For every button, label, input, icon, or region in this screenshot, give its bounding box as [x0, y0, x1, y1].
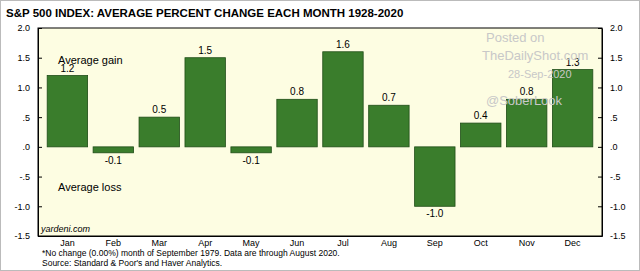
outer-border: [1, 1, 640, 271]
bar: [369, 105, 409, 147]
tick: .5: [598, 113, 618, 123]
tick: Aug: [381, 236, 397, 248]
tick-label: Sep: [427, 238, 443, 248]
tick-label: May: [243, 238, 261, 248]
tick: Jul: [337, 236, 349, 248]
tick: Oct: [474, 236, 489, 248]
annotation: yardeni.com: [40, 224, 91, 234]
bar: [323, 52, 363, 147]
tick-mark: [598, 206, 602, 207]
tick-mark: [598, 177, 602, 178]
tick-mark: [598, 87, 602, 88]
tick-label: Aug: [381, 238, 397, 248]
tick: Dec: [565, 236, 582, 248]
title: S&P 500 INDEX: AVERAGE PERCENT CHANGE EA…: [6, 7, 403, 19]
plot-frame: [38, 28, 602, 236]
tick-mark: [598, 147, 602, 148]
data-label: 0.7: [382, 92, 396, 103]
annotation: @SoberLook: [486, 93, 563, 108]
plot-background: [38, 28, 602, 236]
tick-label: 2.0: [17, 23, 30, 33]
tick-label: .5: [22, 113, 30, 123]
tick: May: [243, 236, 261, 248]
tick-label: 1.5: [17, 53, 30, 63]
bars: [47, 52, 593, 207]
chart: -1.5 -1.0 -.5 .0 .5 1.0 1.5 2.0 -1.5 -1.0 -.5 .0 .5 1…: [0, 0, 640, 271]
tick-mark: [38, 58, 42, 59]
bar: [231, 147, 271, 153]
tick: Mar: [152, 236, 168, 248]
tick-label: 2.0: [610, 23, 623, 33]
tick-label: .0: [22, 142, 30, 152]
tick-mark: [38, 87, 42, 88]
bar: [93, 147, 133, 153]
tick-label: 1.5: [610, 53, 623, 63]
footnote: *No change (0.00%) month of September 19…: [42, 248, 340, 258]
tick-mark: [598, 58, 602, 59]
x-axis: Jan Feb Mar Apr May Jun Jul Aug Sep Oct Nov Dec: [39, 236, 603, 248]
bar: [552, 70, 592, 147]
data-label: 0.8: [290, 86, 304, 97]
tick-mark: [38, 177, 42, 178]
tick-mark: [38, 147, 42, 148]
tick-label: Apr: [198, 238, 212, 248]
annotation: Average loss: [58, 181, 122, 193]
tick: Jun: [290, 236, 305, 248]
data-label: 0.5: [152, 104, 166, 115]
bar: [47, 76, 87, 147]
annotation: 28-Sep-2020: [508, 68, 572, 80]
bar: [185, 58, 225, 147]
tick: Jan: [60, 236, 75, 248]
tick: .0: [22, 142, 42, 152]
bar: [277, 99, 317, 147]
tick-label: 1.0: [610, 83, 623, 93]
tick: .0: [598, 142, 618, 152]
footnote: Source: Standard & Poor's and Haver Anal…: [42, 258, 222, 268]
tick-mark: [38, 206, 42, 207]
tick-label: -1.0: [610, 202, 626, 212]
tick-mark: [598, 117, 602, 118]
plot: -1.5 -1.0 -.5 .0 .5 1.0 1.5 2.0 -1.5 -1.0 -.5 .0 .5 1…: [14, 23, 625, 248]
bar: [461, 123, 501, 147]
bar: [415, 147, 455, 206]
tick-label: Nov: [519, 238, 536, 248]
data-label: 0.4: [474, 110, 488, 121]
data-label: 1.5: [198, 45, 212, 56]
tick-label: Jul: [337, 238, 349, 248]
tick: .5: [22, 113, 42, 123]
tick-label: Oct: [474, 238, 489, 248]
tick-label: 1.0: [17, 83, 30, 93]
data-label: 1.6: [336, 39, 350, 50]
tick-mark: [38, 117, 42, 118]
annotation: Average gain: [58, 54, 123, 66]
tick: Sep: [427, 236, 443, 248]
data-label: -1.0: [426, 208, 444, 219]
tick: -.5: [19, 172, 42, 182]
tick-label: Feb: [106, 238, 122, 248]
tick: Apr: [198, 236, 212, 248]
bar: [139, 117, 179, 147]
tick-label: -1.5: [14, 231, 30, 241]
tick-label: -1.0: [14, 202, 30, 212]
tick-label: Jun: [290, 238, 305, 248]
tick-label: .5: [610, 113, 618, 123]
tick: -.5: [598, 172, 621, 182]
tick: Nov: [519, 236, 536, 248]
tick-label: Dec: [565, 238, 582, 248]
tick-label: -.5: [19, 172, 30, 182]
data-labels: 1.2-0.10.51.5-0.10.81.60.7-1.00.40.81.3: [60, 39, 580, 220]
tick: Feb: [106, 236, 122, 248]
data-label: -0.1: [105, 155, 123, 166]
tick-label: -.5: [610, 172, 621, 182]
annotation: Posted on: [486, 30, 545, 45]
annotations: Average gain Average loss yardeni.com Poste…: [40, 30, 588, 234]
tick-label: -1.5: [610, 231, 626, 241]
tick-label: .0: [610, 142, 618, 152]
data-label: -0.1: [242, 155, 260, 166]
tick-label: Jan: [60, 238, 75, 248]
tick-label: Mar: [152, 238, 168, 248]
annotation: TheDailyShot.com: [482, 48, 588, 63]
